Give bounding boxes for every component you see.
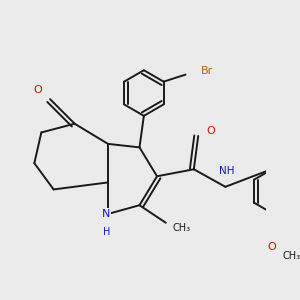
Text: O: O — [267, 242, 276, 252]
Text: CH₃: CH₃ — [282, 251, 300, 261]
Text: O: O — [206, 126, 215, 136]
Text: CH₃: CH₃ — [172, 223, 190, 233]
Text: Br: Br — [200, 66, 213, 76]
Text: NH: NH — [219, 166, 235, 176]
Text: H: H — [103, 226, 110, 236]
Text: N: N — [102, 209, 110, 219]
Text: O: O — [34, 85, 42, 95]
